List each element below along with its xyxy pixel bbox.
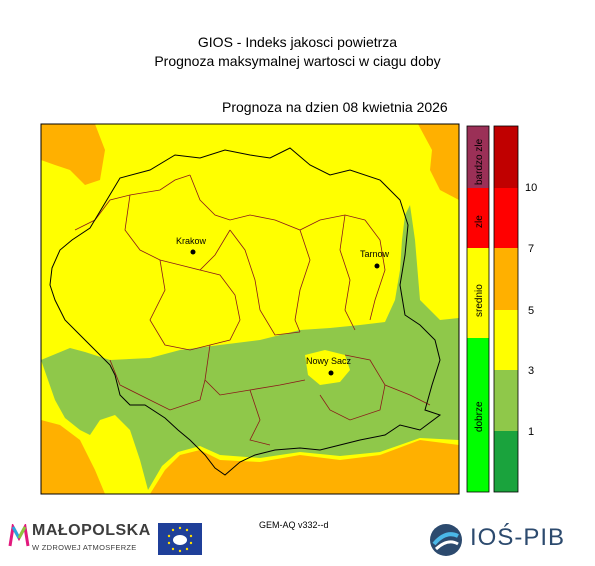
- legend-value-3: 3: [528, 365, 534, 377]
- nowy-sacz-label: Nowy Sacz: [306, 356, 352, 366]
- map-frame: [40, 123, 460, 495]
- legend-level-10: [494, 188, 518, 248]
- map-area: Krakow Tarnow Nowy Sacz: [40, 123, 460, 495]
- legend-level-top: [494, 126, 518, 188]
- legend-value-5: 5: [528, 305, 534, 317]
- malopolska-logo: MAŁOPOLSKA W ZDROWEJ ATMOSFERZE: [8, 522, 178, 558]
- legend-value-1: 1: [528, 426, 534, 438]
- legend-cat-bardzo-zle: [467, 126, 489, 188]
- tarnow-marker: [374, 263, 380, 269]
- voivodeship-border: [49, 147, 442, 476]
- district-borders: [74, 174, 431, 446]
- category-legend: bardzo zle zle srednio dobrze: [466, 125, 490, 493]
- legend-level-5: [494, 310, 518, 370]
- krakow-marker: [190, 249, 196, 255]
- forecast-date: Prognoza na dzien 08 kwietnia 2026: [222, 99, 448, 115]
- legend-label-zle: zle: [474, 215, 485, 228]
- ios-pib-label: IOŚ-PIB: [470, 524, 566, 551]
- legend-level-1: [494, 431, 518, 492]
- legend-cat-srednio: [467, 248, 489, 338]
- nowy-sacz-marker: [328, 370, 334, 376]
- ios-pib-logo: IOŚ-PIB: [428, 520, 588, 560]
- tarnow-label: Tarnow: [360, 249, 390, 259]
- legend-cat-zle: [467, 188, 489, 248]
- ios-swirl-icon: [430, 524, 462, 556]
- legend-level-3: [494, 370, 518, 431]
- orange-zone-ne: [418, 124, 459, 200]
- map-title: GIOS - Indeks jakosci powietrza: [197, 34, 398, 50]
- orange-zone-sw: [41, 420, 105, 494]
- orange-zone-nw: [41, 124, 105, 185]
- model-version: GEM-AQ v332--d: [259, 520, 329, 530]
- map-subtitle: Prognoza maksymalnej wartosci w ciagu do…: [154, 53, 441, 69]
- malopolska-subtitle: W ZDROWEJ ATMOSFERZE: [32, 543, 137, 552]
- legend-level-7: [494, 248, 518, 310]
- legend-label-dobrze: dobrze: [474, 401, 485, 432]
- malopolska-m-icon: [8, 524, 30, 547]
- orange-zone-south: [150, 440, 459, 494]
- legend-label-srednio: srednio: [474, 284, 485, 317]
- yellow-island: [305, 350, 350, 385]
- legend-cat-dobrze: [467, 338, 489, 492]
- krakow-label: Krakow: [176, 236, 207, 246]
- legend-value-7: 7: [528, 243, 534, 255]
- eu-life-logo: [158, 523, 202, 555]
- legend-label-bardzo-zle: bardzo zle: [474, 138, 485, 185]
- legend-value-10: 10: [525, 182, 537, 194]
- value-legend: 10 7 5 3 1: [493, 125, 537, 493]
- malopolska-title: MAŁOPOLSKA: [32, 522, 151, 539]
